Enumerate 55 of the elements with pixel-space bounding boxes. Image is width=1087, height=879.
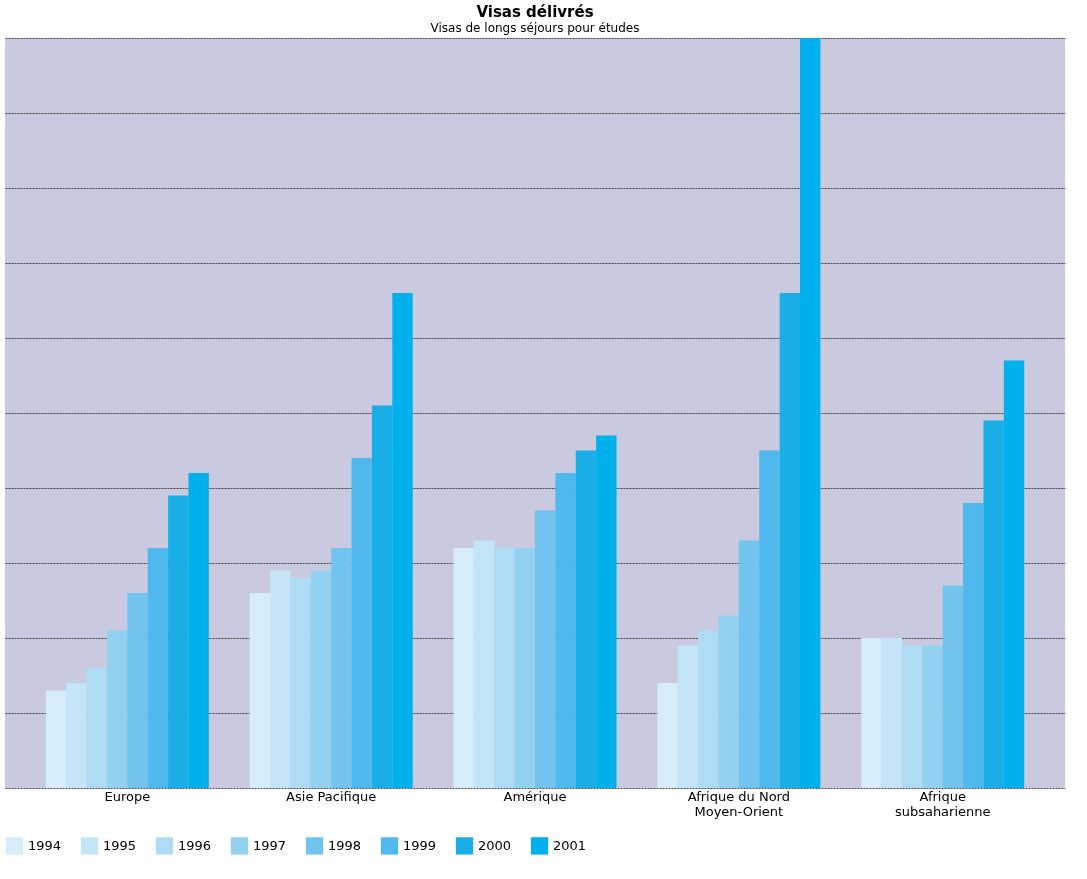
legend-label: 1994 <box>28 837 62 853</box>
bar <box>698 630 719 788</box>
chart-subtitle: Visas de longs séjours pour études <box>430 21 640 35</box>
bar <box>310 570 332 788</box>
bar <box>657 683 678 788</box>
legend-label: 1998 <box>328 837 362 853</box>
bar <box>168 495 189 788</box>
bar <box>983 420 1004 788</box>
bar <box>45 690 67 788</box>
bar <box>147 548 169 788</box>
x-tick-label: Europe <box>104 788 151 804</box>
bar <box>453 548 474 788</box>
bar <box>371 405 393 788</box>
x-tick-label: Afrique subsaharienne <box>894 788 991 819</box>
bar <box>738 540 760 788</box>
bar <box>473 540 495 788</box>
bar <box>575 450 597 788</box>
bar <box>270 570 291 788</box>
bar <box>677 645 699 788</box>
bar <box>66 683 87 788</box>
bar <box>881 638 902 788</box>
legend-label: 2001 <box>553 837 587 853</box>
chart-title: Visas délivrés <box>476 3 594 21</box>
bar <box>596 435 617 788</box>
bar <box>514 548 535 788</box>
bar <box>106 630 128 788</box>
legend-label: 1999 <box>403 837 437 853</box>
legend-label: 1996 <box>178 837 212 853</box>
bar <box>779 293 800 788</box>
legend-label: 1997 <box>253 837 287 853</box>
bar <box>963 503 984 788</box>
bar <box>127 593 148 788</box>
bar <box>494 548 515 788</box>
bar <box>290 578 311 788</box>
bar <box>555 473 576 788</box>
bar <box>249 593 270 788</box>
bar <box>800 38 821 788</box>
x-tick-label: Amérique <box>503 788 567 804</box>
legend-label: 2000 <box>478 837 512 853</box>
bar <box>861 638 882 788</box>
legend-label: 1995 <box>103 837 137 853</box>
bar <box>942 585 964 788</box>
bar <box>922 645 943 788</box>
bar <box>1003 360 1025 788</box>
bar <box>718 615 739 788</box>
bar <box>331 548 352 788</box>
bar <box>759 450 780 788</box>
bar <box>188 473 209 788</box>
x-tick-label: Afrique du Nord Moyen-Orient <box>687 788 790 819</box>
bar <box>351 458 372 788</box>
bar <box>901 645 923 788</box>
bar <box>86 668 107 788</box>
bar <box>392 293 413 788</box>
bar <box>535 510 556 788</box>
x-tick-label: Asie Pacifique <box>286 788 377 804</box>
